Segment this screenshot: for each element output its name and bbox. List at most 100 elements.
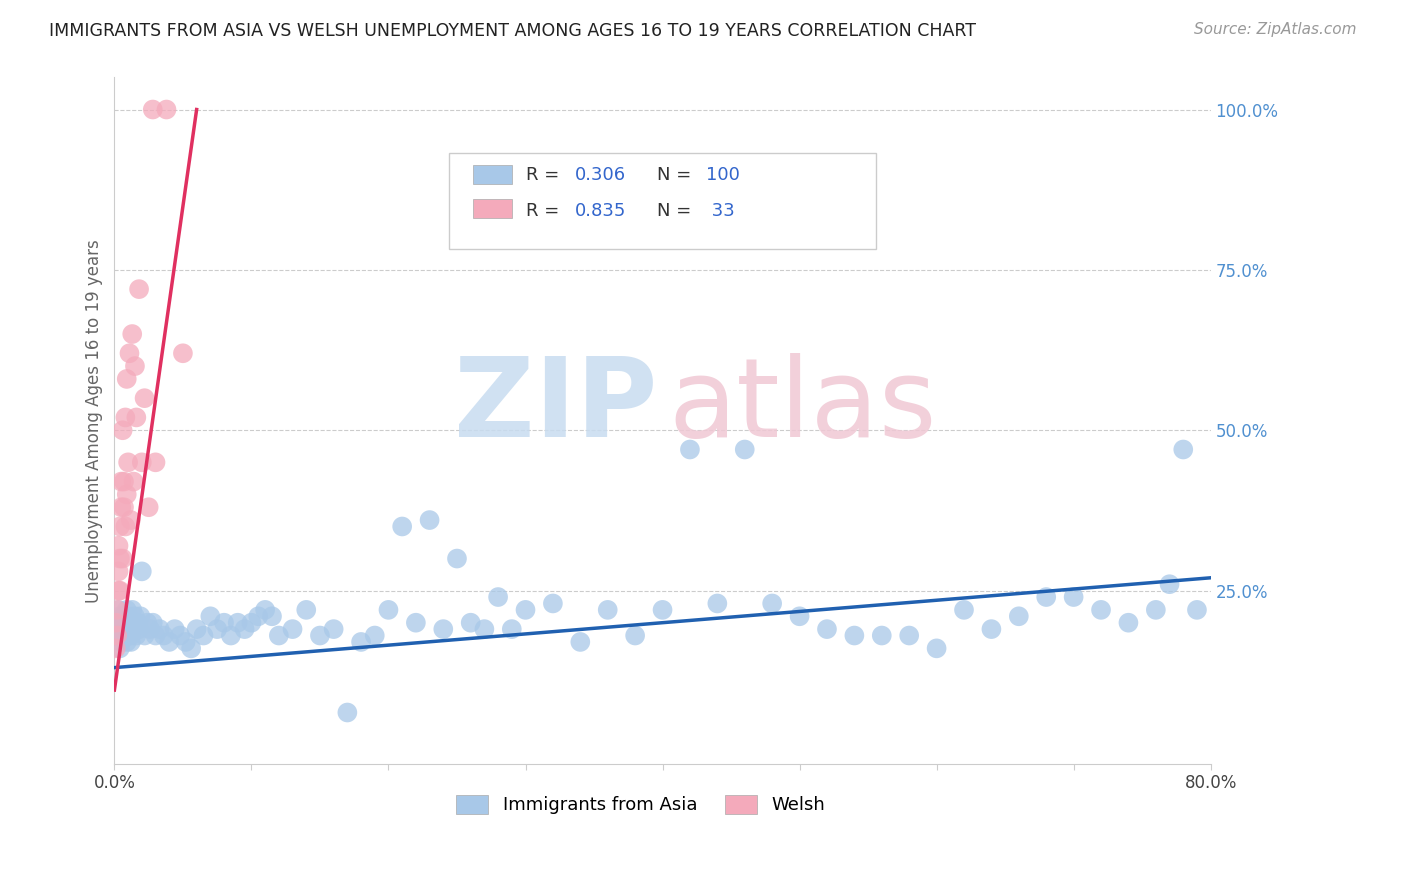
Point (131, 565, 153, 579)
Point (295, 603, 318, 617)
Point (651, 603, 673, 617)
Point (1159, 577, 1181, 591)
Point (115, 372, 138, 386)
Point (501, 622, 523, 636)
Point (108, 551, 131, 566)
Point (131, 455, 153, 469)
Point (815, 622, 838, 636)
Point (180, 641, 202, 656)
Point (134, 628, 156, 642)
Point (115, 603, 138, 617)
Point (104, 615, 127, 630)
Point (134, 391, 156, 405)
Point (114, 519, 136, 533)
Point (789, 609, 811, 624)
Point (110, 635, 132, 649)
Point (1185, 603, 1208, 617)
Point (128, 282, 150, 296)
Legend: Immigrants from Asia, Welsh: Immigrants from Asia, Welsh (447, 786, 834, 823)
Point (118, 615, 141, 630)
Point (446, 551, 468, 566)
Point (1173, 442, 1195, 457)
Point (1144, 603, 1167, 617)
Point (115, 635, 138, 649)
Point (391, 519, 413, 533)
Point (108, 519, 131, 533)
Point (107, 622, 129, 636)
Point (267, 628, 290, 642)
Point (200, 609, 222, 624)
Point (486, 590, 509, 604)
Point (364, 628, 387, 642)
Point (112, 609, 135, 624)
Text: 0.835: 0.835 (575, 202, 626, 220)
Point (226, 615, 249, 630)
Point (122, 475, 145, 489)
Point (112, 615, 135, 630)
FancyBboxPatch shape (472, 165, 512, 184)
Point (118, 346, 141, 360)
FancyBboxPatch shape (449, 153, 876, 249)
Point (121, 326, 143, 341)
Point (108, 609, 131, 624)
Point (136, 615, 159, 630)
Point (121, 615, 143, 630)
Point (953, 603, 976, 617)
Point (117, 455, 139, 469)
Point (336, 706, 359, 720)
Text: N =: N = (657, 202, 697, 220)
Point (761, 597, 783, 611)
Point (112, 500, 135, 515)
Point (142, 103, 165, 117)
FancyBboxPatch shape (472, 199, 512, 219)
Point (114, 628, 136, 642)
Point (125, 410, 148, 425)
Point (110, 500, 132, 515)
Point (260, 609, 283, 624)
Point (212, 615, 235, 630)
Point (120, 513, 142, 527)
Point (127, 615, 149, 630)
Point (111, 551, 134, 566)
Point (1118, 615, 1140, 630)
Point (706, 597, 728, 611)
Point (186, 622, 208, 636)
Point (193, 628, 215, 642)
Point (419, 513, 441, 527)
Point (163, 622, 186, 636)
Point (142, 615, 165, 630)
Y-axis label: Unemployment Among Ages 16 to 19 years: Unemployment Among Ages 16 to 19 years (86, 239, 103, 602)
Point (1035, 590, 1057, 604)
Point (112, 475, 135, 489)
Point (129, 609, 152, 624)
Point (105, 603, 128, 617)
Point (219, 628, 242, 642)
Point (111, 628, 134, 642)
Point (679, 442, 702, 457)
Point (120, 635, 142, 649)
Text: 33: 33 (706, 202, 735, 220)
Point (149, 622, 172, 636)
Point (104, 641, 127, 656)
Point (541, 597, 564, 611)
Point (1090, 603, 1112, 617)
Point (596, 603, 619, 617)
Point (569, 635, 592, 649)
Point (734, 442, 756, 457)
Point (124, 609, 146, 624)
Point (240, 615, 263, 630)
Point (405, 615, 427, 630)
Point (281, 622, 304, 636)
Point (247, 609, 270, 624)
Point (515, 603, 537, 617)
Point (377, 603, 399, 617)
Point (111, 622, 134, 636)
Point (138, 500, 160, 515)
Point (233, 622, 256, 636)
Text: Source: ZipAtlas.com: Source: ZipAtlas.com (1194, 22, 1357, 37)
Point (1008, 609, 1031, 624)
Point (309, 628, 332, 642)
Point (122, 622, 145, 636)
Text: R =: R = (526, 166, 564, 184)
Point (350, 635, 373, 649)
